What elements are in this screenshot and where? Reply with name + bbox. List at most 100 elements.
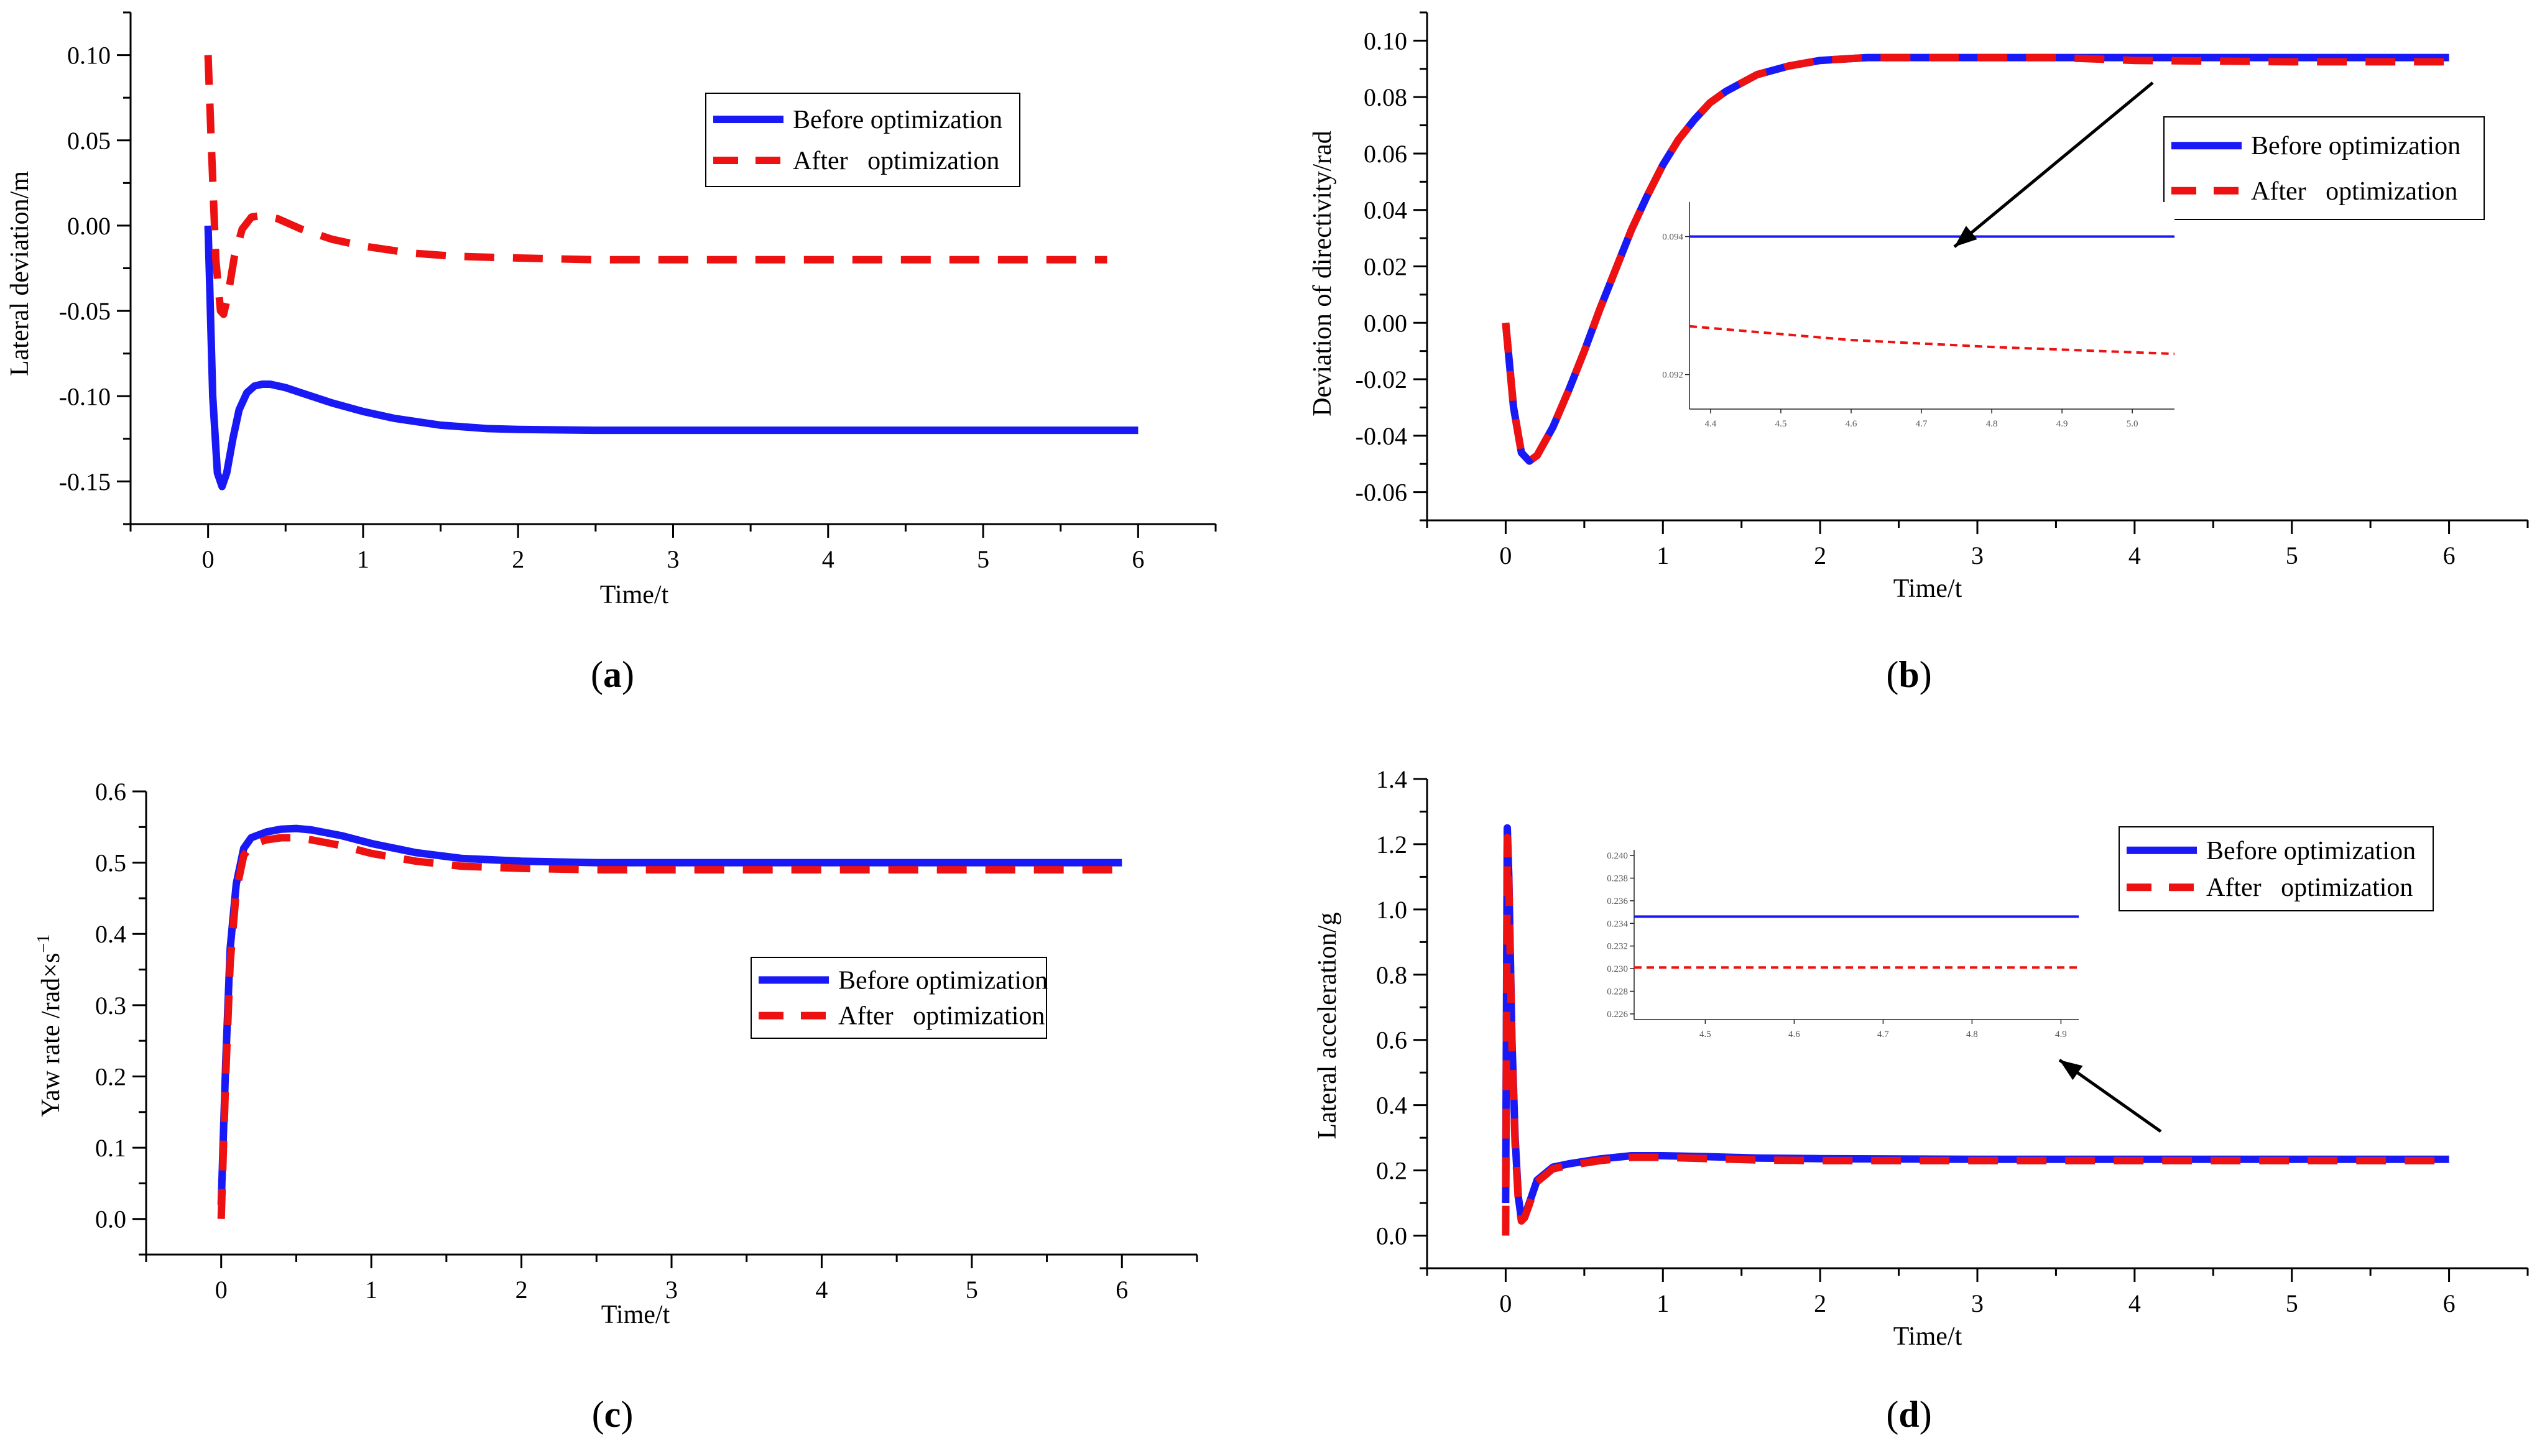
x-tick-label: 0 xyxy=(1499,541,1512,569)
caption-close-paren: ) xyxy=(1920,654,1932,695)
y-tick-label: 0.06 xyxy=(1364,140,1407,168)
chart-panel-b: 0 1 2 3 4 5 6 -0.06 -0.04 -0.02 0.00 0.02 0.04 0.06 0.… xyxy=(1308,11,2529,695)
x-axis-label: Time/t xyxy=(600,581,669,609)
inset-y-tick-label: 0.094 xyxy=(1662,233,1683,242)
y-axis-label: Lateral acceleration/g xyxy=(1313,913,1342,1140)
x-tick-label: 6 xyxy=(2443,541,2456,569)
y-tick-label: -0.06 xyxy=(1356,479,1407,507)
y-axis-label: Yaw rate /rad×s−1 xyxy=(34,934,65,1117)
x-tick-label: 0 xyxy=(215,1276,228,1304)
series-line-after xyxy=(204,55,1107,318)
y-tick-label: -0.04 xyxy=(1356,422,1407,450)
y-axis-label-superscript: −1 xyxy=(34,934,53,953)
caption-open-paren: ( xyxy=(1886,654,1898,695)
caption-open-paren: ( xyxy=(1886,1394,1898,1435)
legend-box xyxy=(2119,826,2434,911)
y-tick-label: 0.4 xyxy=(1376,1092,1407,1120)
x-tick-label: 6 xyxy=(2443,1289,2456,1317)
legend-label: Before optimization xyxy=(838,966,1048,995)
caption-letter: b xyxy=(1898,654,1919,695)
panel-caption: (d) xyxy=(1886,1394,1931,1435)
zoom-inset: 4.4 4.5 4.6 4.7 4.8 4.9 5.0 0.092 0.094 xyxy=(1662,202,2175,429)
inset-x-tick-label: 4.6 xyxy=(1788,1030,1800,1039)
x-tick-label: 2 xyxy=(515,1276,528,1304)
y-tick-label: 0.5 xyxy=(95,849,126,877)
inset-y-tick-label: 0.092 xyxy=(1662,371,1683,380)
x-tick-label: 1 xyxy=(357,545,369,573)
legend-box xyxy=(2163,116,2485,220)
y-tick-label: 1.2 xyxy=(1376,831,1407,859)
inset-x-tick-label: 4.9 xyxy=(2056,419,2068,429)
inset-x-tick-label: 4.7 xyxy=(1877,1030,1889,1039)
series-line-after xyxy=(1502,53,2449,465)
y-tick-label: 0.4 xyxy=(95,920,126,948)
pointer-arrow-line xyxy=(1953,81,2154,248)
y-tick-label: 0.10 xyxy=(67,42,111,70)
panel-caption: (c) xyxy=(592,1394,634,1435)
y-tick-label: -0.02 xyxy=(1356,366,1407,394)
inset-y-tick-label: 0.228 xyxy=(1607,987,1628,997)
inset-y-tick-label: 0.226 xyxy=(1607,1010,1628,1020)
caption-close-paren: ) xyxy=(1920,1394,1932,1435)
x-tick-label: 5 xyxy=(966,1276,978,1304)
x-tick-label: 3 xyxy=(667,545,680,573)
y-tick-label: 0.2 xyxy=(1376,1157,1407,1185)
inset-x-tick-label: 4.5 xyxy=(1699,1030,1711,1039)
legend-label: After optimization xyxy=(838,1002,1045,1031)
x-tick-label: 3 xyxy=(1971,541,1984,569)
x-axis-label: Time/t xyxy=(1893,1322,1962,1351)
x-tick-label: 2 xyxy=(1814,1289,1826,1317)
inset-x-tick-label: 4.8 xyxy=(1966,1030,1978,1039)
y-tick-label: 0.0 xyxy=(95,1205,126,1233)
chart-panel-c: 0 1 2 3 4 5 6 0.0 0.1 0.2 0.3 0.4 0.5 0.6 Time/t Yaw ra… xyxy=(34,778,1198,1435)
x-tick-label: 3 xyxy=(1971,1289,1984,1317)
x-tick-label: 1 xyxy=(1657,541,1669,569)
pointer-arrow-head xyxy=(1954,226,1977,247)
inset-x-tick-label: 4.6 xyxy=(1846,419,1857,429)
x-axis-label: Time/t xyxy=(1893,574,1962,603)
inset-y-tick-label: 0.230 xyxy=(1607,964,1628,974)
y-tick-label: 0.00 xyxy=(67,212,111,240)
caption-letter: c xyxy=(604,1394,621,1435)
x-tick-label: 4 xyxy=(815,1276,828,1304)
y-tick-label: 0.1 xyxy=(95,1134,126,1162)
y-axis-label-main: Yaw rate /rad×s xyxy=(37,953,65,1117)
chart-panel-a: 0 1 2 3 4 5 6 -0.15 -0.10 -0.05 0.00 0.05 0.10 Time/t… xyxy=(6,11,1217,695)
inset-x-tick-label: 4.7 xyxy=(1916,419,1928,429)
caption-close-paren: ) xyxy=(621,1394,633,1435)
panel-caption: (a) xyxy=(591,654,634,695)
x-tick-label: 6 xyxy=(1132,545,1144,573)
legend-label: Before optimization xyxy=(793,106,1002,134)
inset-x-tick-label: 4.9 xyxy=(2055,1030,2067,1039)
inset-y-tick-label: 0.236 xyxy=(1607,896,1628,906)
legend-label: Before optimization xyxy=(2251,132,2461,160)
inset-y-tick-label: 0.240 xyxy=(1607,851,1628,861)
caption-open-paren: ( xyxy=(591,654,603,695)
y-tick-label: 0.6 xyxy=(1376,1026,1407,1054)
legend-label: After optimization xyxy=(793,147,999,175)
caption-open-paren: ( xyxy=(592,1394,604,1435)
y-tick-label: 0.3 xyxy=(95,992,126,1020)
legend-label: After optimization xyxy=(2251,177,2457,206)
x-tick-label: 6 xyxy=(1116,1276,1128,1304)
x-tick-label: 4 xyxy=(822,545,834,573)
y-tick-label: 1.0 xyxy=(1376,896,1407,924)
y-tick-label: 0.6 xyxy=(95,778,126,806)
x-tick-label: 4 xyxy=(2128,1289,2141,1317)
y-tick-label: 0.04 xyxy=(1364,196,1407,224)
series-line-before xyxy=(204,225,1139,491)
x-tick-label: 5 xyxy=(2286,541,2298,569)
x-tick-label: 5 xyxy=(2286,1289,2298,1317)
y-axis-label: Deviation of directivity/rad xyxy=(1308,131,1337,417)
inset-y-tick-label: 0.238 xyxy=(1607,874,1628,884)
y-tick-label: -0.05 xyxy=(59,297,111,325)
inset-x-tick-label: 4.8 xyxy=(1986,419,1998,429)
pointer-arrow-head xyxy=(2059,1060,2083,1080)
inset-x-tick-label: 4.5 xyxy=(1775,419,1787,429)
series-line-after xyxy=(217,834,1122,1219)
legend-label: After optimization xyxy=(2206,873,2413,902)
x-tick-label: 4 xyxy=(2128,541,2141,569)
legend-label: Before optimization xyxy=(2206,837,2416,865)
x-tick-label: 0 xyxy=(1499,1289,1512,1317)
y-tick-label: 0.02 xyxy=(1364,253,1407,281)
